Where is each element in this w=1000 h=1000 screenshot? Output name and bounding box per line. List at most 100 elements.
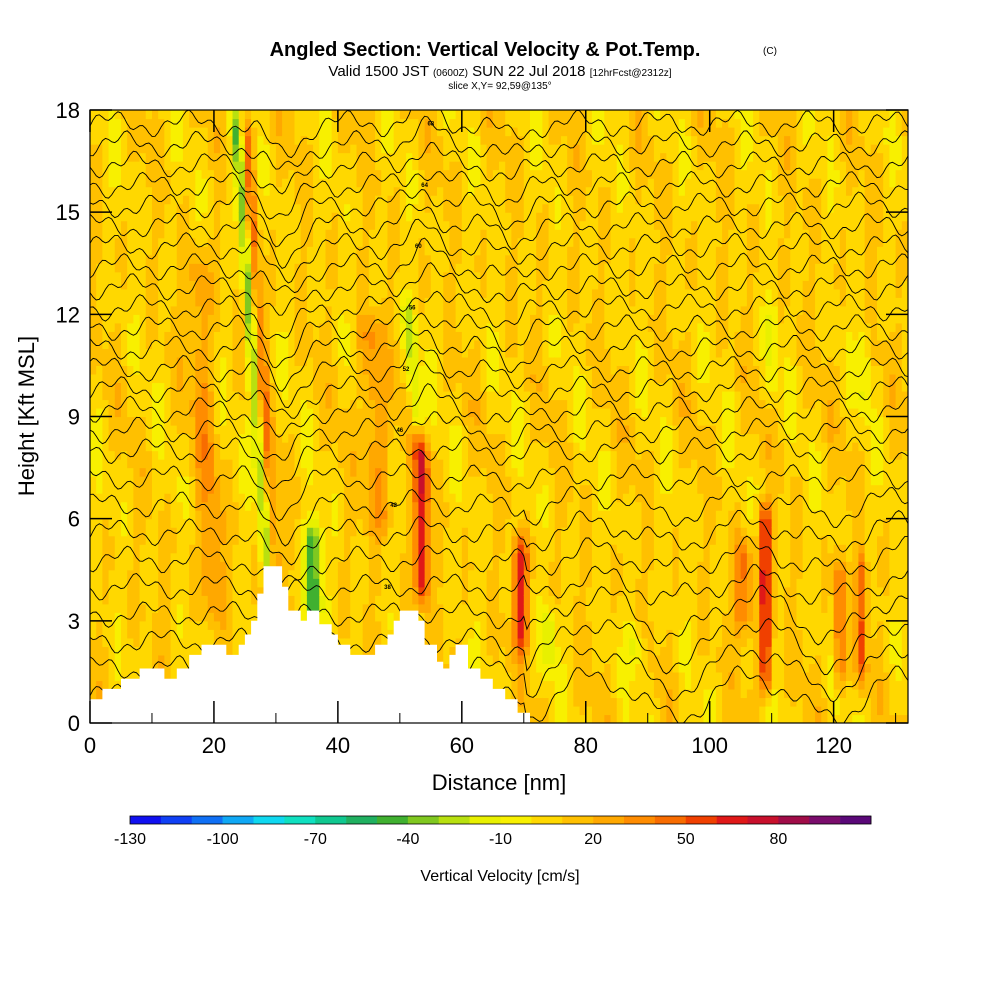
- heat-cell: [474, 390, 482, 401]
- heat-cell: [461, 110, 469, 120]
- heat-cell: [232, 518, 240, 528]
- heat-cell: [505, 229, 512, 239]
- heat-cell: [511, 220, 519, 230]
- heat-cell: [306, 322, 314, 332]
- heat-cell: [492, 297, 500, 307]
- heat-cell: [480, 433, 488, 443]
- heat-cell: [375, 220, 382, 230]
- heat-cell: [120, 510, 128, 520]
- heat-cell: [517, 646, 525, 656]
- heat-cell: [213, 620, 221, 630]
- heat-cell: [151, 399, 159, 409]
- heat-cell: [288, 144, 296, 154]
- heat-cell: [207, 263, 215, 273]
- heat-cell: [406, 339, 413, 349]
- heat-cell: [133, 356, 141, 367]
- heat-cell: [492, 356, 500, 367]
- heat-cell: [393, 322, 401, 332]
- heat-cell: [244, 220, 252, 230]
- heat-cell: [412, 450, 420, 460]
- heat-cell: [164, 535, 172, 545]
- heat-cell: [114, 569, 122, 579]
- heat-cell: [313, 314, 320, 324]
- heat-cell: [300, 612, 308, 622]
- heat-cell: [238, 356, 246, 367]
- heat-cell: [480, 603, 488, 613]
- heat-cell: [350, 220, 358, 230]
- heat-cell: [468, 595, 475, 605]
- heat-cell: [350, 433, 358, 443]
- heat-cell: [486, 459, 494, 469]
- heat-cell: [263, 195, 271, 205]
- heat-cell: [480, 246, 488, 256]
- heat-cell: [468, 314, 475, 324]
- heat-cell: [300, 314, 308, 324]
- chart-title: Angled Section: Vertical Velocity & Pot.…: [270, 39, 701, 61]
- heat-cell: [145, 144, 153, 154]
- heat-cell: [127, 195, 134, 205]
- heat-cell: [158, 399, 165, 409]
- heat-cell: [195, 237, 203, 247]
- heat-cell: [170, 459, 178, 469]
- heat-cell: [511, 637, 519, 647]
- heat-cell: [455, 569, 463, 579]
- heat-cell: [139, 271, 147, 281]
- heat-cell: [195, 322, 203, 332]
- heat-cell: [170, 578, 178, 588]
- heat-cell: [393, 220, 401, 230]
- heat-cell: [362, 518, 370, 528]
- heat-cell: [251, 493, 258, 503]
- heat-cell: [449, 271, 457, 281]
- heat-cell: [418, 212, 426, 222]
- heat-cell: [226, 305, 234, 315]
- heat-cell: [474, 484, 482, 494]
- heat-cell: [220, 118, 227, 128]
- heat-cell: [244, 518, 252, 528]
- heat-cell: [387, 339, 395, 349]
- heat-cell: [257, 169, 265, 179]
- heat-cell: [251, 127, 258, 137]
- heat-cell: [375, 552, 382, 562]
- heat-cell: [306, 195, 314, 205]
- heat-cell: [461, 612, 469, 622]
- heat-cell: [220, 246, 227, 256]
- heat-cell: [306, 459, 314, 469]
- heat-cell: [294, 152, 302, 162]
- heat-cell: [263, 271, 271, 281]
- heat-cell: [170, 484, 178, 494]
- heat-cell: [511, 450, 519, 460]
- heat-cell: [306, 535, 314, 545]
- heat-cell: [486, 356, 494, 367]
- heat-cell: [486, 501, 494, 511]
- heat-cell: [90, 646, 97, 656]
- heat-cell: [362, 118, 370, 128]
- heat-cell: [282, 399, 289, 409]
- heat-cell: [480, 595, 488, 605]
- heat-cell: [263, 263, 271, 273]
- heat-cell: [480, 612, 488, 622]
- heat-cell: [505, 637, 512, 647]
- heat-cell: [108, 425, 116, 435]
- heat-cell: [486, 314, 494, 324]
- heat-cell: [430, 220, 438, 230]
- heat-cell: [195, 416, 203, 426]
- heat-cell: [145, 544, 153, 554]
- heat-cell: [492, 271, 500, 281]
- heat-cell: [381, 399, 389, 409]
- heat-cell: [387, 246, 395, 256]
- heat-cell: [201, 518, 209, 528]
- heat-cell: [282, 433, 289, 443]
- heat-cell: [517, 688, 525, 699]
- heat-cell: [381, 220, 389, 230]
- heat-cell: [399, 493, 407, 503]
- heat-cell: [313, 186, 320, 196]
- heat-cell: [381, 314, 389, 324]
- heat-cell: [474, 569, 482, 579]
- heat-cell: [387, 399, 395, 409]
- heat-cell: [176, 603, 184, 613]
- heat-cell: [461, 322, 469, 332]
- heat-cell: [102, 637, 110, 647]
- heat-cell: [244, 382, 252, 392]
- heat-cell: [170, 246, 178, 256]
- heat-cell: [430, 416, 438, 426]
